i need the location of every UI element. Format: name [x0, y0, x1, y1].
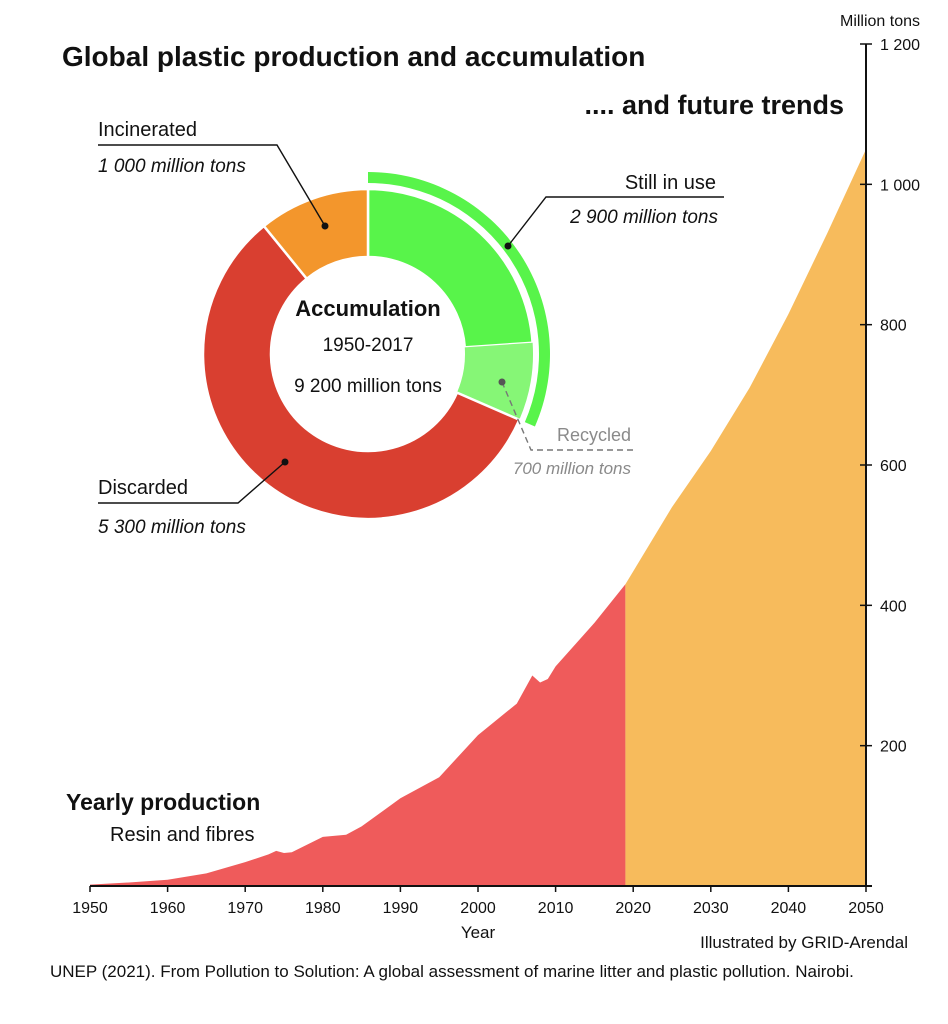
value-still-in-use: 2 900 million tons: [569, 207, 718, 228]
y-tick-label: 200: [880, 739, 907, 756]
x-axis-label: Year: [461, 923, 496, 942]
x-tick-label: 2010: [538, 900, 574, 917]
leader-dot-still-in-use: [504, 242, 512, 250]
resin-fibres-label: Resin and fibres: [110, 824, 255, 846]
leader-dots: [281, 222, 512, 466]
leader-line-incinerated: [98, 144, 326, 227]
donut-slice-discarded: [201, 224, 521, 521]
chart-axes: 1950 1960 1970 1980 1990 2000 2010 2020 2030 2040…: [72, 37, 920, 917]
leader-dot-discarded: [281, 458, 289, 466]
x-axis-ticks: 1950 1960 1970 1980 1990 2000 2010 2020 2030 2040…: [72, 886, 884, 917]
leader-dot-incinerated: [321, 222, 329, 230]
label-discarded: Discarded: [98, 477, 188, 499]
y-tick-label: 800: [880, 318, 907, 335]
x-tick-label: 2000: [460, 900, 496, 917]
value-incinerated: 1 000 million tons: [98, 156, 246, 177]
source-citation: UNEP (2021). From Pollution to Solution:…: [50, 962, 854, 981]
leader-line-recycled: [501, 381, 633, 451]
value-recycled: 700 million tons: [513, 459, 632, 478]
y-tick-label: 400: [880, 598, 907, 615]
leader-dot-recycled: [498, 378, 506, 386]
accumulation-donut: [201, 172, 550, 521]
chart-subtitle: .... and future trends: [584, 90, 844, 120]
x-tick-label: 2040: [771, 900, 807, 917]
x-tick-label: 1960: [150, 900, 186, 917]
y-tick-label: 600: [880, 458, 907, 475]
x-tick-label: 2050: [848, 900, 884, 917]
donut-slice-still-in-use: [366, 187, 534, 349]
donut-slice-incinerated: [262, 187, 370, 281]
label-still-in-use: Still in use: [625, 172, 716, 194]
credit-text: Illustrated by GRID-Arendal: [700, 933, 908, 952]
donut-center-total: 9 200 million tons: [294, 376, 442, 397]
projected-production-area: [625, 149, 866, 887]
y-axis-label: Million tons: [840, 13, 920, 30]
production-area-chart: [90, 149, 866, 887]
x-tick-label: 1970: [227, 900, 263, 917]
chart-title: Global plastic production and accumulati…: [62, 41, 645, 72]
x-tick-label: 1990: [383, 900, 419, 917]
y-axis-ticks: 200 400 600 800 1 000 1 200: [860, 37, 920, 756]
donut-center-period: 1950-2017: [323, 335, 414, 356]
leader-line-still-in-use: [507, 196, 724, 247]
y-tick-label: 1 200: [880, 37, 920, 54]
y-tick-label: 1 000: [880, 177, 920, 194]
label-recycled: Recycled: [557, 425, 631, 445]
donut-leader-lines: [98, 144, 724, 504]
value-discarded: 5 300 million tons: [98, 517, 246, 538]
still-in-use-outer-arc: [368, 172, 550, 427]
yearly-production-label: Yearly production: [66, 789, 260, 815]
donut-center-title: Accumulation: [295, 296, 440, 321]
historical-production-area: [90, 584, 626, 886]
x-tick-label: 2030: [693, 900, 729, 917]
label-incinerated: Incinerated: [98, 119, 197, 141]
x-tick-label: 2020: [615, 900, 651, 917]
leader-line-discarded: [98, 461, 286, 504]
x-tick-label: 1950: [72, 900, 108, 917]
x-tick-label: 1980: [305, 900, 341, 917]
